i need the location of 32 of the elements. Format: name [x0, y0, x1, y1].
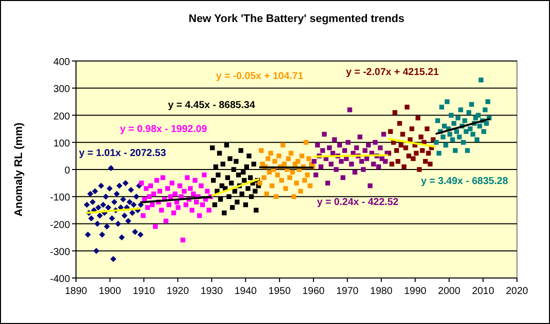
- annotation: y = -2.07x + 4215.21: [346, 67, 440, 78]
- y-tick-label: 200: [53, 111, 70, 122]
- x-tick-label: 1990: [404, 286, 427, 297]
- y-tick-label: 100: [53, 138, 70, 150]
- x-tick-label: 1980: [370, 286, 393, 297]
- x-tick-label: 2000: [438, 286, 461, 297]
- y-tick-label: -400: [50, 274, 70, 285]
- x-tick-label: 1930: [200, 286, 224, 297]
- x-tick-label: 2020: [506, 286, 529, 297]
- annotation: y = 3.49x - 6835.28: [421, 176, 508, 187]
- chart-title: New York 'The Battery' segmented trends: [188, 13, 404, 25]
- x-tick-label: 1900: [98, 286, 122, 297]
- x-tick-label: 1910: [132, 286, 156, 297]
- annotation: y = -0.05x + 104.71: [216, 71, 304, 82]
- y-tick-label: -200: [50, 220, 70, 231]
- annotation: y = 1.01x - 2072.53: [79, 148, 166, 159]
- x-tick-label: 1950: [268, 286, 292, 297]
- annotation: y = 0.98x - 1992.09: [120, 124, 208, 135]
- x-tick-label: 1920: [166, 286, 190, 297]
- x-tick-label: 2010: [472, 286, 495, 297]
- y-tick-label: 300: [53, 84, 70, 96]
- annotation: y = 4.45x - 8685.34: [168, 100, 256, 111]
- x-tick-label: 1970: [336, 286, 359, 297]
- x-tick-label: 1960: [302, 286, 326, 297]
- y-tick-label: 0: [64, 166, 70, 176]
- y-tick-label: -100: [50, 192, 70, 204]
- x-tick-label: 1890: [64, 286, 88, 297]
- y-tick-label: -300: [50, 246, 70, 258]
- annotation: y = 0.24x - 422.52: [317, 197, 399, 208]
- y-tick-label: 400: [53, 57, 70, 68]
- x-tick-label: 1940: [234, 286, 258, 297]
- y-axis-title: Anomaly RL (mm): [13, 122, 25, 216]
